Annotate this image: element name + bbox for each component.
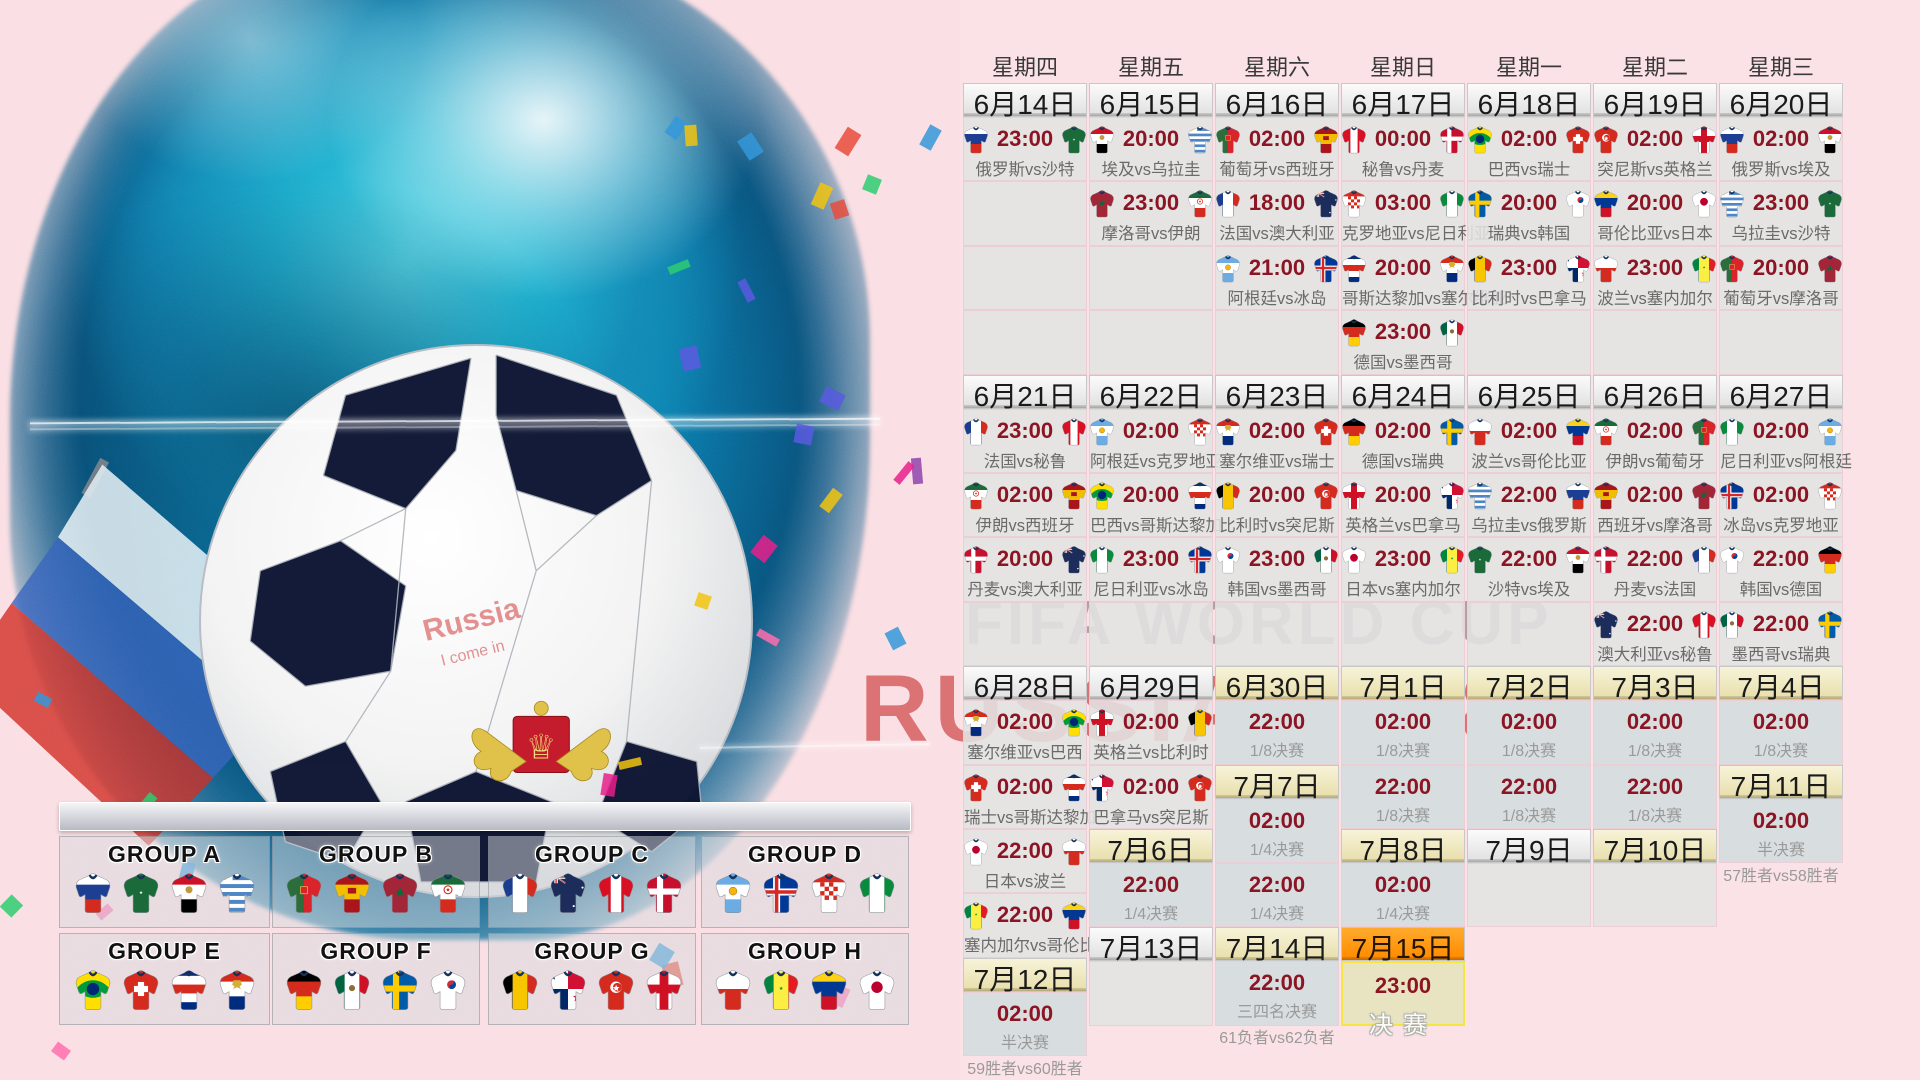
svg-text:★: ★ — [1451, 557, 1454, 561]
svg-text:★: ★ — [779, 986, 784, 992]
svg-text:★: ★ — [1703, 265, 1706, 269]
svg-text:★: ★ — [974, 913, 977, 917]
svg-text:★: ★ — [1479, 558, 1482, 562]
svg-text:★: ★ — [139, 890, 143, 895]
svg-text:★: ★ — [1829, 202, 1832, 206]
svg-text:★: ★ — [1073, 138, 1076, 142]
